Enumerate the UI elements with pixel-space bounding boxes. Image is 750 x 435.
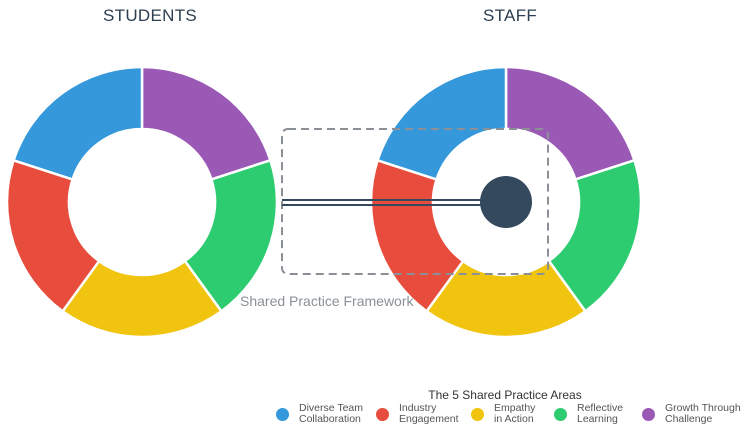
legend: Diverse Team Collaboration Industry Enga… — [276, 403, 741, 425]
legend-dot-blue — [276, 407, 289, 421]
students-donut — [5, 65, 279, 339]
segment-growth-through-challenge — [140, 65, 272, 182]
students-title: STUDENTS — [103, 6, 198, 25]
legend-item-industry: Industry Engagement — [376, 403, 471, 425]
segment-diverse-team-collaboration — [12, 65, 144, 182]
framework-dashed-box — [281, 128, 549, 275]
segment-empathy-in-action — [60, 259, 224, 339]
legend-dot-red — [376, 407, 389, 421]
connector-line — [282, 199, 485, 206]
legend-dot-purple — [642, 407, 655, 421]
legend-item-empathy: Empathy in Action — [471, 403, 554, 425]
legend-item-growth: Growth Through Challenge — [642, 403, 741, 425]
staff-donut — [369, 65, 643, 339]
segment-empathy-in-action — [424, 259, 588, 339]
segment-diverse-team-collaboration — [376, 65, 508, 182]
segment-reflective-learning — [547, 158, 643, 313]
segment-growth-through-challenge — [504, 65, 636, 182]
legend-title: The 5 Shared Practice Areas — [428, 388, 582, 402]
legend-item-collaboration: Diverse Team Collaboration — [276, 403, 376, 425]
framework-label: Shared Practice Framework — [240, 293, 414, 309]
connector-hub — [480, 176, 532, 228]
segment-industry-engagement — [5, 158, 101, 313]
staff-title: STAFF — [483, 6, 538, 25]
segment-reflective-learning — [183, 158, 279, 313]
legend-dot-yellow — [471, 407, 484, 421]
legend-item-reflective: Reflective Learning — [554, 403, 642, 425]
legend-dot-green — [554, 407, 567, 421]
